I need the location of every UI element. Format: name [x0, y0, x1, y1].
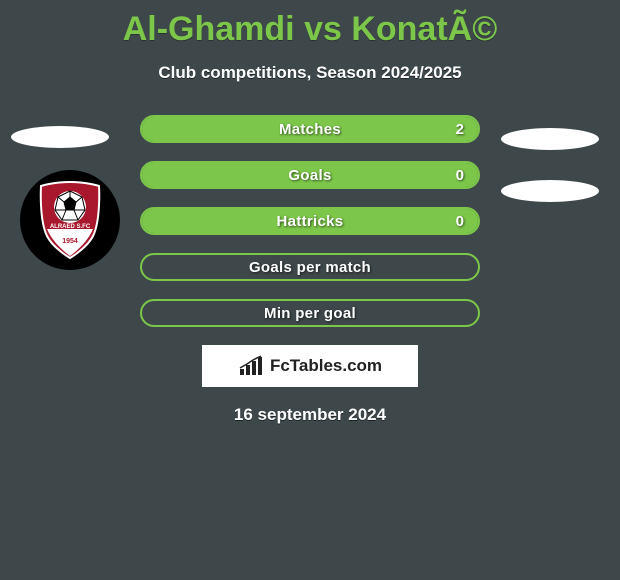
crest-year: 1954 [62, 238, 78, 245]
stat-row-matches: Matches2 [140, 115, 480, 143]
stat-label: Goals [142, 163, 478, 187]
player-photo-right-placeholder-2 [501, 180, 599, 202]
page-title: Al-Ghamdi vs KonatÃ© [0, 0, 620, 49]
player-photo-right-placeholder-1 [501, 128, 599, 150]
date-label: 16 september 2024 [0, 405, 620, 425]
stat-label: Min per goal [142, 301, 478, 325]
site-logo-text: FcTables.com [270, 356, 382, 376]
club-crest-svg: ALRAED S.FC 1954 [33, 180, 107, 260]
stat-value-right: 0 [456, 163, 464, 187]
bar-chart-icon [238, 355, 264, 377]
stat-value-right: 0 [456, 209, 464, 233]
page-subtitle: Club competitions, Season 2024/2025 [0, 63, 620, 83]
stat-row-mpg: Min per goal [140, 299, 480, 327]
stat-value-right: 2 [456, 117, 464, 141]
site-logo[interactable]: FcTables.com [202, 345, 418, 387]
stat-label: Goals per match [142, 255, 478, 279]
stat-label: Hattricks [142, 209, 478, 233]
stats-container: Matches2Goals0Hattricks0Goals per matchM… [140, 115, 480, 327]
crest-top-text: ALRAED S.FC [50, 224, 91, 230]
club-crest: ALRAED S.FC 1954 [20, 170, 120, 270]
stat-label: Matches [142, 117, 478, 141]
player-photo-left-placeholder [11, 126, 109, 148]
stat-row-hattricks: Hattricks0 [140, 207, 480, 235]
stat-row-goals: Goals0 [140, 161, 480, 189]
stat-row-gpm: Goals per match [140, 253, 480, 281]
